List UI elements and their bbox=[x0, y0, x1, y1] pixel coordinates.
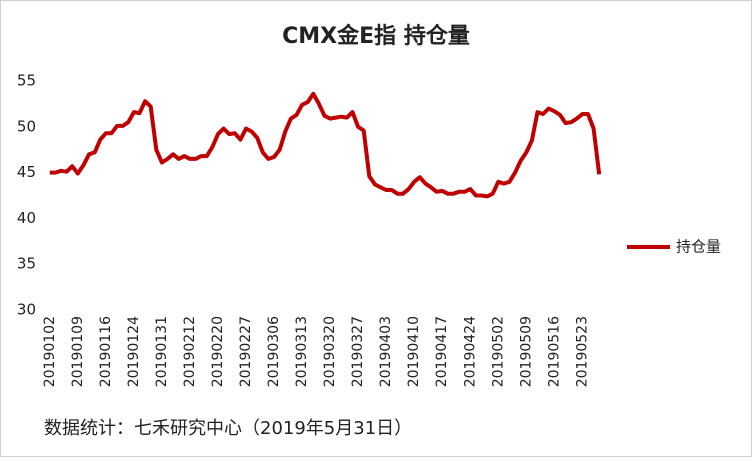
y-tick-label: 45 bbox=[17, 163, 36, 181]
x-tick-label: 20190227 bbox=[238, 316, 254, 387]
x-tick-label: 20190116 bbox=[98, 316, 114, 387]
legend-label: 持仓量 bbox=[676, 238, 721, 256]
x-tick-label: 20190220 bbox=[210, 316, 226, 387]
x-tick-label: 20190417 bbox=[434, 316, 450, 387]
x-tick-label: 20190124 bbox=[126, 316, 142, 387]
y-tick-label: 50 bbox=[17, 117, 36, 135]
chart-title: CMX金E指 持仓量 bbox=[282, 23, 470, 49]
x-tick-label: 20190424 bbox=[462, 316, 478, 387]
y-tick-label: 35 bbox=[17, 255, 36, 273]
x-tick-label: 20190327 bbox=[350, 316, 366, 387]
x-tick-label: 20190131 bbox=[154, 316, 170, 387]
x-tick-label: 20190320 bbox=[322, 316, 338, 387]
y-tick-label: 40 bbox=[17, 209, 36, 227]
x-tick-label: 20190516 bbox=[546, 316, 562, 387]
x-tick-label: 20190212 bbox=[182, 316, 198, 387]
x-tick-label: 20190509 bbox=[518, 316, 534, 387]
data-line bbox=[49, 91, 602, 199]
x-tick-label: 20190523 bbox=[574, 316, 590, 387]
x-tick-label: 20190109 bbox=[70, 316, 86, 387]
x-tick-label: 20190102 bbox=[42, 316, 58, 387]
x-tick-label: 20190410 bbox=[406, 316, 422, 387]
x-tick-label: 20190502 bbox=[490, 316, 506, 387]
y-tick-label: 30 bbox=[17, 301, 36, 319]
footnote: 数据统计：七禾研究中心（2019年5月31日） bbox=[44, 418, 412, 439]
x-tick-label: 20190403 bbox=[378, 316, 394, 387]
x-tick-label: 20190313 bbox=[294, 316, 310, 387]
x-tick-label: 20190306 bbox=[266, 316, 282, 387]
y-tick-label: 55 bbox=[17, 72, 36, 90]
